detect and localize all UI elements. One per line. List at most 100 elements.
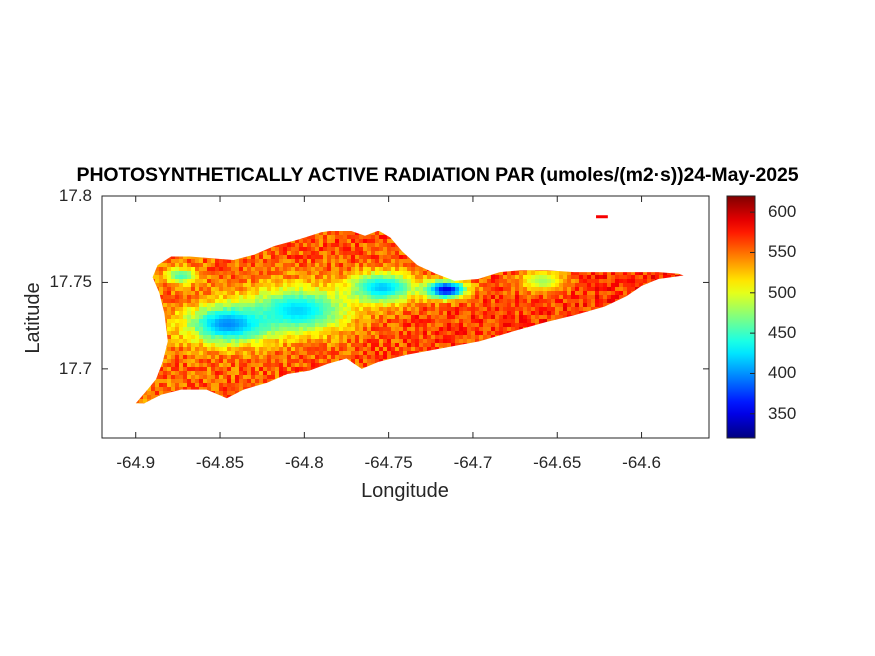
heatmap-cell (387, 327, 391, 331)
heatmap-cell (307, 335, 311, 339)
heatmap-cell (247, 351, 251, 355)
heatmap-cell (299, 355, 303, 359)
heatmap-cell (195, 343, 199, 347)
heatmap-cell (167, 343, 171, 347)
heatmap-cell (431, 307, 435, 311)
heatmap-cell (171, 283, 175, 287)
heatmap-cell (427, 271, 431, 275)
heatmap-cell (167, 363, 171, 367)
heatmap-cell (271, 287, 275, 291)
heatmap-cell (419, 311, 423, 315)
heatmap-cell (303, 243, 307, 247)
heatmap-cell (343, 355, 347, 359)
heatmap-cell (187, 359, 191, 363)
heatmap-cell (395, 327, 399, 331)
heatmap-cell (187, 263, 191, 267)
heatmap-cell (191, 335, 195, 339)
heatmap-cell (395, 271, 399, 275)
heatmap-cell (215, 295, 219, 299)
heatmap-cell (175, 351, 179, 355)
heatmap-cell (383, 347, 387, 351)
heatmap-cell (355, 311, 359, 315)
heatmap-cell (347, 339, 351, 343)
heatmap-cell (523, 307, 527, 311)
heatmap-cell (307, 343, 311, 347)
heatmap-cell (267, 363, 271, 367)
heatmap-cell (243, 331, 247, 335)
heatmap-cell (495, 327, 499, 331)
heatmap-cell (343, 323, 347, 327)
heatmap-cell (387, 323, 391, 327)
heatmap-cell (175, 355, 179, 359)
heatmap-cell (199, 283, 203, 287)
heatmap-cell (171, 323, 175, 327)
heatmap-cell (519, 275, 523, 279)
heatmap-cell (159, 291, 163, 295)
heatmap-cell (203, 259, 207, 263)
heatmap-cell (307, 251, 311, 255)
heatmap-cell (255, 303, 259, 307)
heatmap-cell (335, 315, 339, 319)
heatmap-cell (239, 351, 243, 355)
heatmap-cell (171, 295, 175, 299)
heatmap-cell (291, 319, 295, 323)
heatmap-cell (187, 339, 191, 343)
heatmap-cell (259, 275, 263, 279)
heatmap-cell (311, 279, 315, 283)
heatmap-cell (167, 283, 171, 287)
heatmap-cell (507, 287, 511, 291)
heatmap-cell (335, 251, 339, 255)
heatmap-cell (255, 283, 259, 287)
heatmap-cell (183, 283, 187, 287)
heatmap-cell (431, 299, 435, 303)
heatmap-cell (387, 351, 391, 355)
heatmap-cell (379, 283, 383, 287)
heatmap-cell (535, 311, 539, 315)
heatmap-cell (379, 267, 383, 271)
heatmap-cell (483, 323, 487, 327)
heatmap-cell (351, 291, 355, 295)
heatmap-cell (223, 363, 227, 367)
heatmap-cell (155, 275, 159, 279)
heatmap-cell (607, 287, 611, 291)
heatmap-cell (511, 275, 515, 279)
heatmap-cell (551, 271, 555, 275)
heatmap-cell (571, 307, 575, 311)
heatmap-cell (575, 299, 579, 303)
heatmap-cell (203, 283, 207, 287)
heatmap-cell (347, 243, 351, 247)
heatmap-cell (375, 307, 379, 311)
heatmap-cell (307, 367, 311, 371)
heatmap-cell (279, 339, 283, 343)
heatmap-cell (551, 299, 555, 303)
heatmap-cell (387, 303, 391, 307)
heatmap-cell (367, 275, 371, 279)
heatmap-cell (395, 263, 399, 267)
heatmap-cell (447, 315, 451, 319)
heatmap-cell (235, 319, 239, 323)
heatmap-cell (571, 291, 575, 295)
heatmap-cell (203, 311, 207, 315)
heatmap-cell (215, 267, 219, 271)
heatmap-cell (343, 283, 347, 287)
heatmap-cell (519, 283, 523, 287)
heatmap-cell (243, 295, 247, 299)
heatmap-cell (279, 323, 283, 327)
heatmap-cell (599, 303, 603, 307)
heatmap-cell (423, 327, 427, 331)
heatmap-cell (535, 315, 539, 319)
heatmap-cell (267, 291, 271, 295)
heatmap-cell (591, 299, 595, 303)
heatmap-cell (347, 299, 351, 303)
heatmap-cell (355, 275, 359, 279)
heatmap-cell (267, 311, 271, 315)
heatmap-cell (307, 299, 311, 303)
heatmap-cell (315, 331, 319, 335)
heatmap-cell (359, 279, 363, 283)
heatmap-cell (155, 271, 159, 275)
heatmap-cell (327, 315, 331, 319)
heatmap-cell (207, 311, 211, 315)
heatmap-cell (363, 271, 367, 275)
heatmap-cell (311, 299, 315, 303)
heatmap-cell (231, 359, 235, 363)
